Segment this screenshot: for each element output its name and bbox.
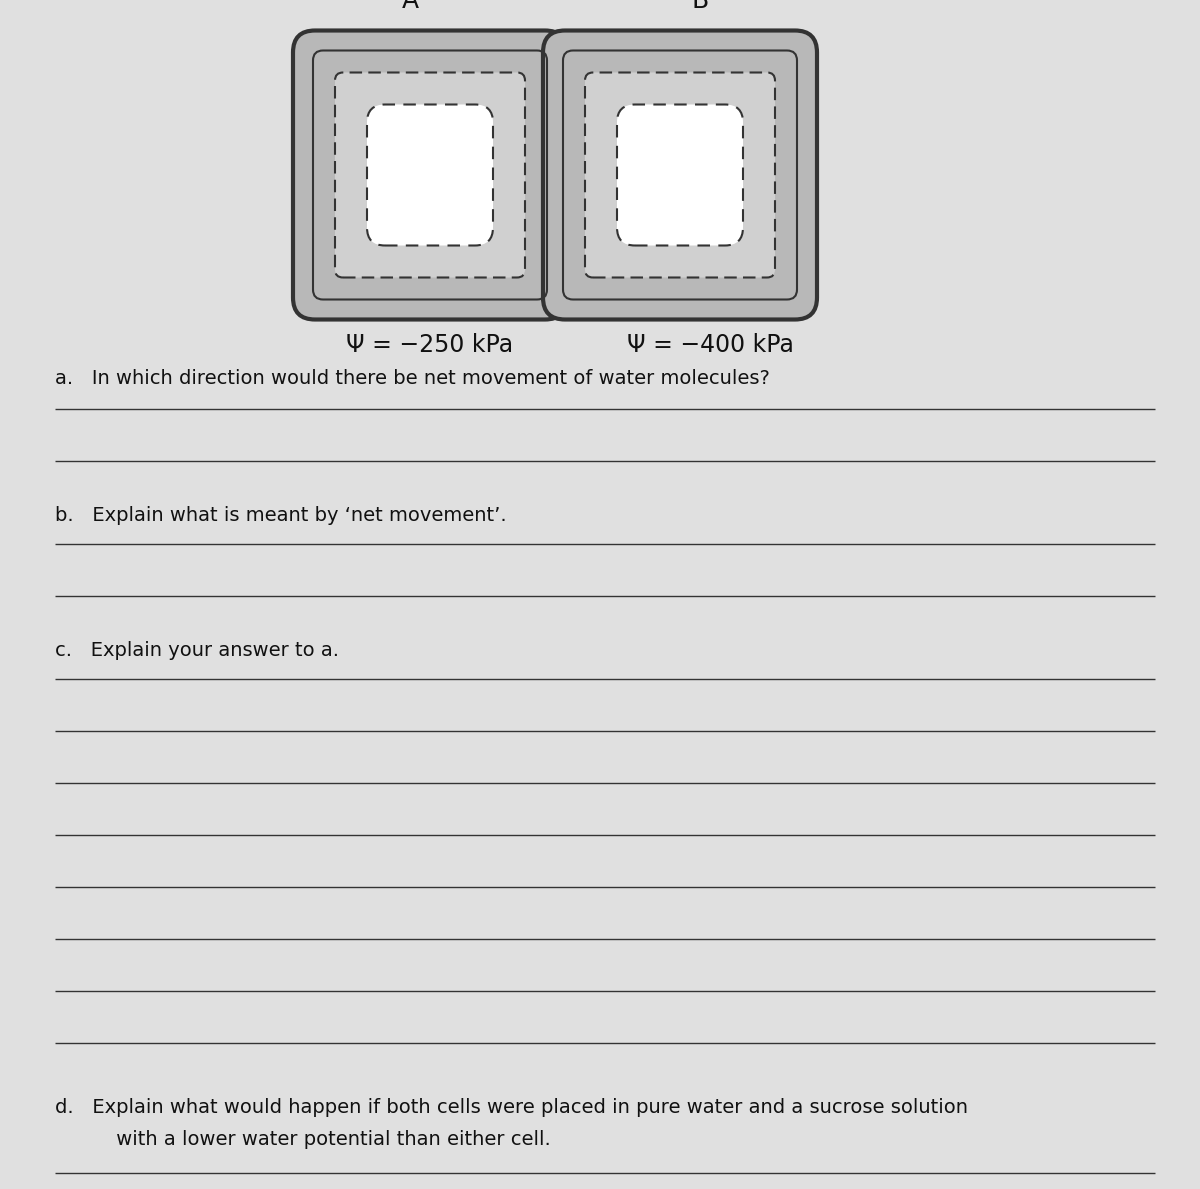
Text: B: B xyxy=(691,0,709,13)
Text: A: A xyxy=(402,0,419,13)
Text: c.   Explain your answer to a.: c. Explain your answer to a. xyxy=(55,641,340,660)
Text: d.   Explain what would happen if both cells were placed in pure water and a suc: d. Explain what would happen if both cel… xyxy=(55,1097,968,1116)
Text: Ψ = −250 kPa: Ψ = −250 kPa xyxy=(347,333,514,357)
Text: a.   In which direction would there be net movement of water molecules?: a. In which direction would there be net… xyxy=(55,369,770,388)
FancyBboxPatch shape xyxy=(293,31,568,320)
FancyBboxPatch shape xyxy=(617,105,743,245)
FancyBboxPatch shape xyxy=(367,105,493,245)
Text: b.   Explain what is meant by ‘net movement’.: b. Explain what is meant by ‘net movemen… xyxy=(55,507,506,526)
FancyBboxPatch shape xyxy=(335,73,526,277)
Text: Ψ = −400 kPa: Ψ = −400 kPa xyxy=(626,333,793,357)
FancyBboxPatch shape xyxy=(542,31,817,320)
Text: with a lower water potential than either cell.: with a lower water potential than either… xyxy=(85,1130,551,1149)
FancyBboxPatch shape xyxy=(586,73,775,277)
